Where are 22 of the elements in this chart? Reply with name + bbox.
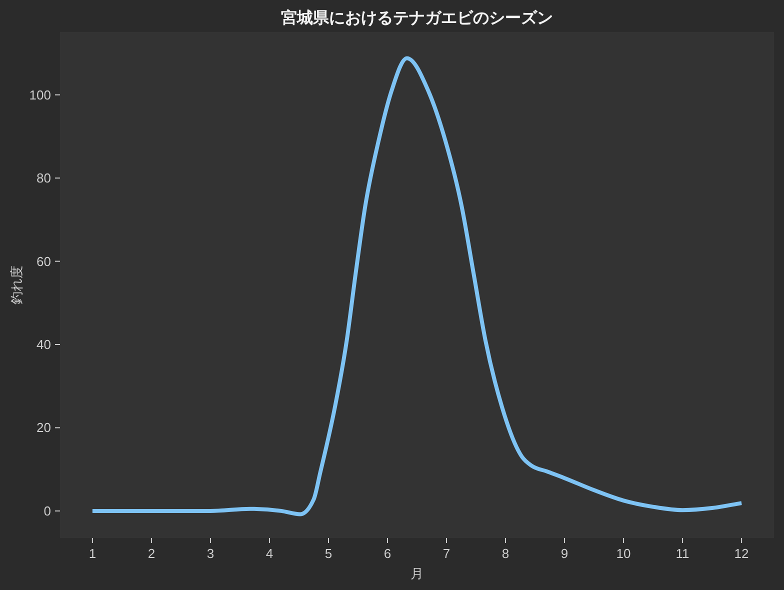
y-tick-label: 40 [36, 337, 51, 352]
chart-title: 宮城県におけるテナガエビのシーズン [281, 8, 553, 27]
x-tick-label: 9 [560, 546, 568, 561]
line-series [90, 56, 744, 516]
x-tick-label: 2 [148, 546, 156, 561]
x-tick-label: 7 [442, 546, 450, 561]
y-tick-label: 100 [29, 87, 51, 102]
y-tick-label: 20 [36, 420, 51, 436]
x-tick-label: 12 [734, 546, 749, 561]
x-tick-label: 3 [206, 546, 214, 561]
x-tick-label: 4 [266, 546, 274, 561]
y-tick-label: 60 [36, 254, 51, 269]
y-tick-label: 80 [36, 170, 51, 186]
x-tick-label: 5 [324, 546, 332, 561]
y-axis-title: 釣れ度 [9, 266, 24, 304]
x-tick-label: 1 [88, 546, 96, 561]
x-tick-label: 10 [616, 546, 631, 561]
x-tick-label: 8 [502, 546, 510, 561]
x-axis-title: 月 [410, 566, 424, 581]
y-tick-label: 0 [44, 503, 51, 518]
x-tick-label: 6 [384, 546, 392, 561]
x-tick-label: 11 [676, 546, 690, 561]
